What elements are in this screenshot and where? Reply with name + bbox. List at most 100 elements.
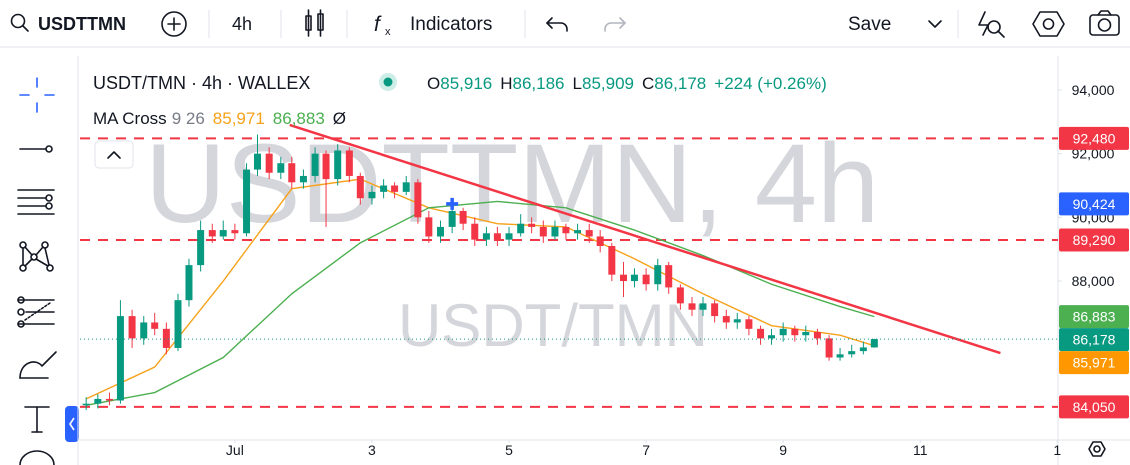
x-tick-label: 1 <box>1053 442 1061 458</box>
candle-body <box>334 150 342 180</box>
ohlc-key: L <box>573 74 582 93</box>
left-toolbar <box>17 77 79 465</box>
search-icon[interactable] <box>10 13 29 32</box>
x-tick-label: 9 <box>779 442 787 458</box>
price-label-box <box>1059 228 1129 252</box>
ohlc-value: 85,909 <box>582 74 634 93</box>
interval[interactable]: 4h <box>232 14 252 34</box>
candle-body <box>711 303 719 317</box>
candle-body <box>459 210 467 224</box>
candle-body <box>471 223 479 240</box>
save-menu-icon[interactable] <box>928 20 942 28</box>
save-button[interactable]: Save <box>848 14 891 35</box>
crosshair-tool[interactable] <box>19 77 55 113</box>
candle-body <box>745 319 753 329</box>
candle-body <box>231 230 239 234</box>
candle-body <box>836 354 844 358</box>
candle-body <box>539 226 547 237</box>
price-label-box <box>1059 395 1129 419</box>
candle-body <box>345 150 353 176</box>
candle-body <box>116 316 124 401</box>
candle-body <box>733 319 741 323</box>
price-label: 90,424 <box>1073 196 1116 212</box>
marker <box>446 197 459 210</box>
top-toolbar: USDTTMN 4h f x Indicators Save <box>10 9 1120 38</box>
price-label: 84,050 <box>1073 399 1116 415</box>
candle-body <box>722 316 730 323</box>
candle-body <box>642 274 650 285</box>
x-tick-label: Jul <box>226 442 244 458</box>
axis-settings-icon[interactable] <box>1088 441 1106 457</box>
candle-body <box>585 230 593 237</box>
channel-tool[interactable] <box>17 189 55 215</box>
symbol[interactable]: USDTTMN <box>38 14 126 34</box>
ma-line <box>86 200 875 406</box>
indicators-button[interactable]: Indicators <box>410 14 492 35</box>
chart-type-icon[interactable] <box>305 9 324 37</box>
candle-body <box>848 351 856 355</box>
price-label: 86,178 <box>1073 332 1116 348</box>
undo-icon[interactable] <box>546 17 568 32</box>
trendline <box>289 123 1001 355</box>
indicator-name: MA Cross <box>93 109 167 128</box>
indicator-params: 9 26 <box>172 109 205 128</box>
watermark-layer: USDTTMN, 4h USDT/TMN <box>145 121 879 359</box>
watermark: USDTTMN, 4h <box>145 121 879 246</box>
candle-body <box>288 163 296 183</box>
status-dot <box>383 77 393 87</box>
fib-tool[interactable] <box>17 296 55 328</box>
indicator-value: 85,971 <box>213 109 265 128</box>
candle-body <box>311 153 319 176</box>
candle-body <box>699 303 707 310</box>
overlay: USDT/TMN · 4h · WALLEX O85,916 H86,186 L85… <box>93 73 1129 457</box>
snapshot-icon[interactable] <box>1089 10 1120 36</box>
candle-body <box>870 339 878 348</box>
candle-body <box>162 328 170 348</box>
watermark-symbol: USDT/TMN <box>398 292 708 359</box>
legend-collapse[interactable] <box>94 140 134 169</box>
candle-body <box>82 403 90 406</box>
ohlc-key: H <box>500 74 512 93</box>
fx-icon[interactable]: f <box>374 13 382 36</box>
ohlc-key: C <box>642 74 654 93</box>
alert-icon[interactable] <box>978 11 1005 38</box>
compare-icon[interactable] <box>161 11 187 37</box>
more-tools[interactable] <box>19 450 55 465</box>
price-label: 89,290 <box>1073 232 1116 248</box>
candle-body <box>517 223 525 234</box>
candle-body <box>299 175 307 183</box>
candle-body <box>208 230 216 237</box>
candle-body <box>596 236 604 247</box>
ohlc-key: O <box>427 74 440 93</box>
x-tick-label: 5 <box>505 442 513 458</box>
collapse-tab-arrow <box>69 417 75 431</box>
x-tick-label: 7 <box>642 442 650 458</box>
price-label-box <box>1059 305 1129 329</box>
ohlc-value: 85,916 <box>440 74 492 93</box>
settings-icon-center <box>1042 18 1055 30</box>
candle-body <box>128 316 136 339</box>
candle-body <box>482 233 490 240</box>
redo-icon[interactable] <box>604 17 626 32</box>
candle-body <box>105 398 113 401</box>
candle-body <box>265 153 273 173</box>
brush-tool[interactable] <box>19 351 57 379</box>
settings-icon[interactable] <box>1032 11 1065 37</box>
line-tool[interactable] <box>19 145 53 153</box>
text-tool[interactable] <box>24 406 50 433</box>
x-tick-label: 11 <box>913 442 928 458</box>
ma-line <box>85 178 875 400</box>
ohlc-value: 86,186 <box>513 74 565 93</box>
pattern-tool[interactable] <box>19 241 54 272</box>
candle-body <box>757 328 765 339</box>
candle-body <box>151 322 159 329</box>
candle-body <box>676 287 684 304</box>
candle-body <box>768 335 776 339</box>
x-tick-label: 3 <box>368 442 376 458</box>
candle-body <box>654 265 662 285</box>
collapse-tab[interactable] <box>65 406 79 442</box>
candle-body <box>219 230 227 237</box>
price-label: 85,971 <box>1073 355 1116 371</box>
candle-body <box>608 246 616 275</box>
